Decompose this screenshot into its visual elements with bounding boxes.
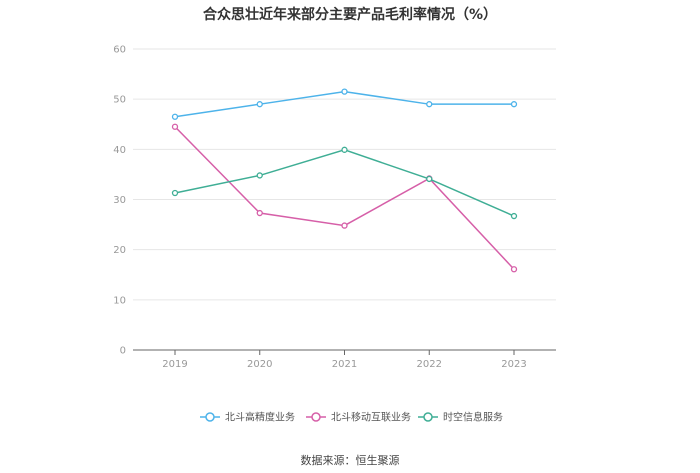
y-tick-label: 50 [113,95,126,106]
series-1 [171,88,518,120]
y-tick-label: 60 [113,45,126,56]
legend-label: 时空信息服务 [443,411,503,424]
data-point [256,101,263,108]
x-tick-label: 2023 [501,359,526,370]
data-point [510,266,518,273]
series-line [174,149,515,217]
data-point [426,101,433,108]
data-point [341,88,348,95]
legend-marker [205,412,215,422]
data-point [171,113,179,120]
data-point [426,175,433,183]
legend-item-2: 北斗移动互联业务 [306,411,411,424]
x-tick-label: 2021 [332,359,357,370]
data-point [341,146,348,153]
data-point [256,172,263,179]
legend-item-1: 北斗高精度业务 [200,411,295,424]
x-tick-label: 2019 [162,359,187,370]
legend-label: 北斗高精度业务 [225,411,295,424]
y-tick-label: 20 [113,245,126,256]
y-tick-label: 10 [113,295,126,306]
data-source: 数据来源：恒生聚源 [300,454,400,467]
data-point [171,189,179,197]
series-line [174,90,514,118]
data-point [510,101,518,108]
legend-marker [311,412,321,422]
legend-marker [423,412,433,422]
data-point [510,212,518,220]
legend-label: 北斗移动互联业务 [331,411,411,424]
x-tick-label: 2022 [417,359,442,370]
y-tick-label: 0 [120,346,126,357]
data-point [171,123,179,130]
data-point [256,209,263,217]
x-tick-label: 2020 [247,359,272,370]
y-tick-label: 30 [113,195,126,206]
data-point [341,222,348,229]
chart-title: 合众思壮近年来部分主要产品毛利率情况（%） [202,7,498,23]
series-3 [171,146,518,220]
legend-item-3: 时空信息服务 [418,411,503,424]
y-tick-label: 40 [113,145,126,156]
